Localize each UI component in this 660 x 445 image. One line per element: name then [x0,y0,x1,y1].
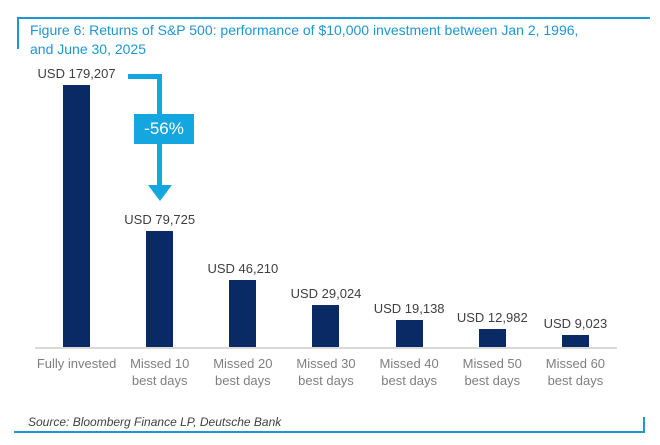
category-label: Missed 60 best days [545,356,606,388]
chart-area: USD 179,207 USD 79,725 USD 46,210 USD 29,02… [35,60,617,348]
bar [229,280,257,348]
category-label: Missed 20 best days [213,356,273,388]
bar [312,305,340,348]
bar-value-label: USD 19,138 [373,301,445,316]
bar-value-label: USD 29,024 [290,286,362,301]
figure-title: Figure 6: Returns of S&P 500: performanc… [30,22,579,57]
bar-value-label: USD 79,725 [124,212,196,227]
bar [395,320,423,348]
category-label: Fully invested [36,356,117,371]
source-note: Source: Bloomberg Finance LP, Deutsche B… [28,415,282,429]
bar-group: USD 79,725 [118,212,201,348]
bar-group: USD 179,207 [35,66,118,348]
bar-group: USD 29,024 [284,286,367,348]
figure-border-bottom [14,431,645,433]
bar-value-label: USD 46,210 [207,261,279,276]
bar-group: USD 46,210 [201,261,284,348]
bar-value-label: USD 12,982 [456,310,528,325]
bar-group: USD 12,982 [451,310,534,348]
bar [63,85,91,348]
bar [561,335,589,348]
bar-value-label: USD 9,023 [543,316,608,331]
decrease-arrow-horizontal [128,74,162,79]
category-label: Missed 10 best days [130,356,190,388]
category-label: Missed 40 best days [379,356,439,388]
figure-border-top [17,17,650,19]
decrease-percent-badge: -56% [134,114,194,144]
bar-value-label: USD 179,207 [37,66,116,81]
category-label: Missed 50 best days [462,356,522,388]
x-axis-line [35,347,617,349]
decrease-arrow-head-icon [148,185,172,201]
x-axis-labels: Fully invested Missed 10 best days Missed … [35,355,617,389]
figure-border-right [643,417,645,433]
figure-border-left [17,17,19,49]
bar [146,231,174,348]
bar-group: USD 19,138 [368,301,451,348]
category-label: Missed 30 best days [296,356,356,388]
bar-group: USD 9,023 [534,316,617,348]
bar [478,329,506,348]
